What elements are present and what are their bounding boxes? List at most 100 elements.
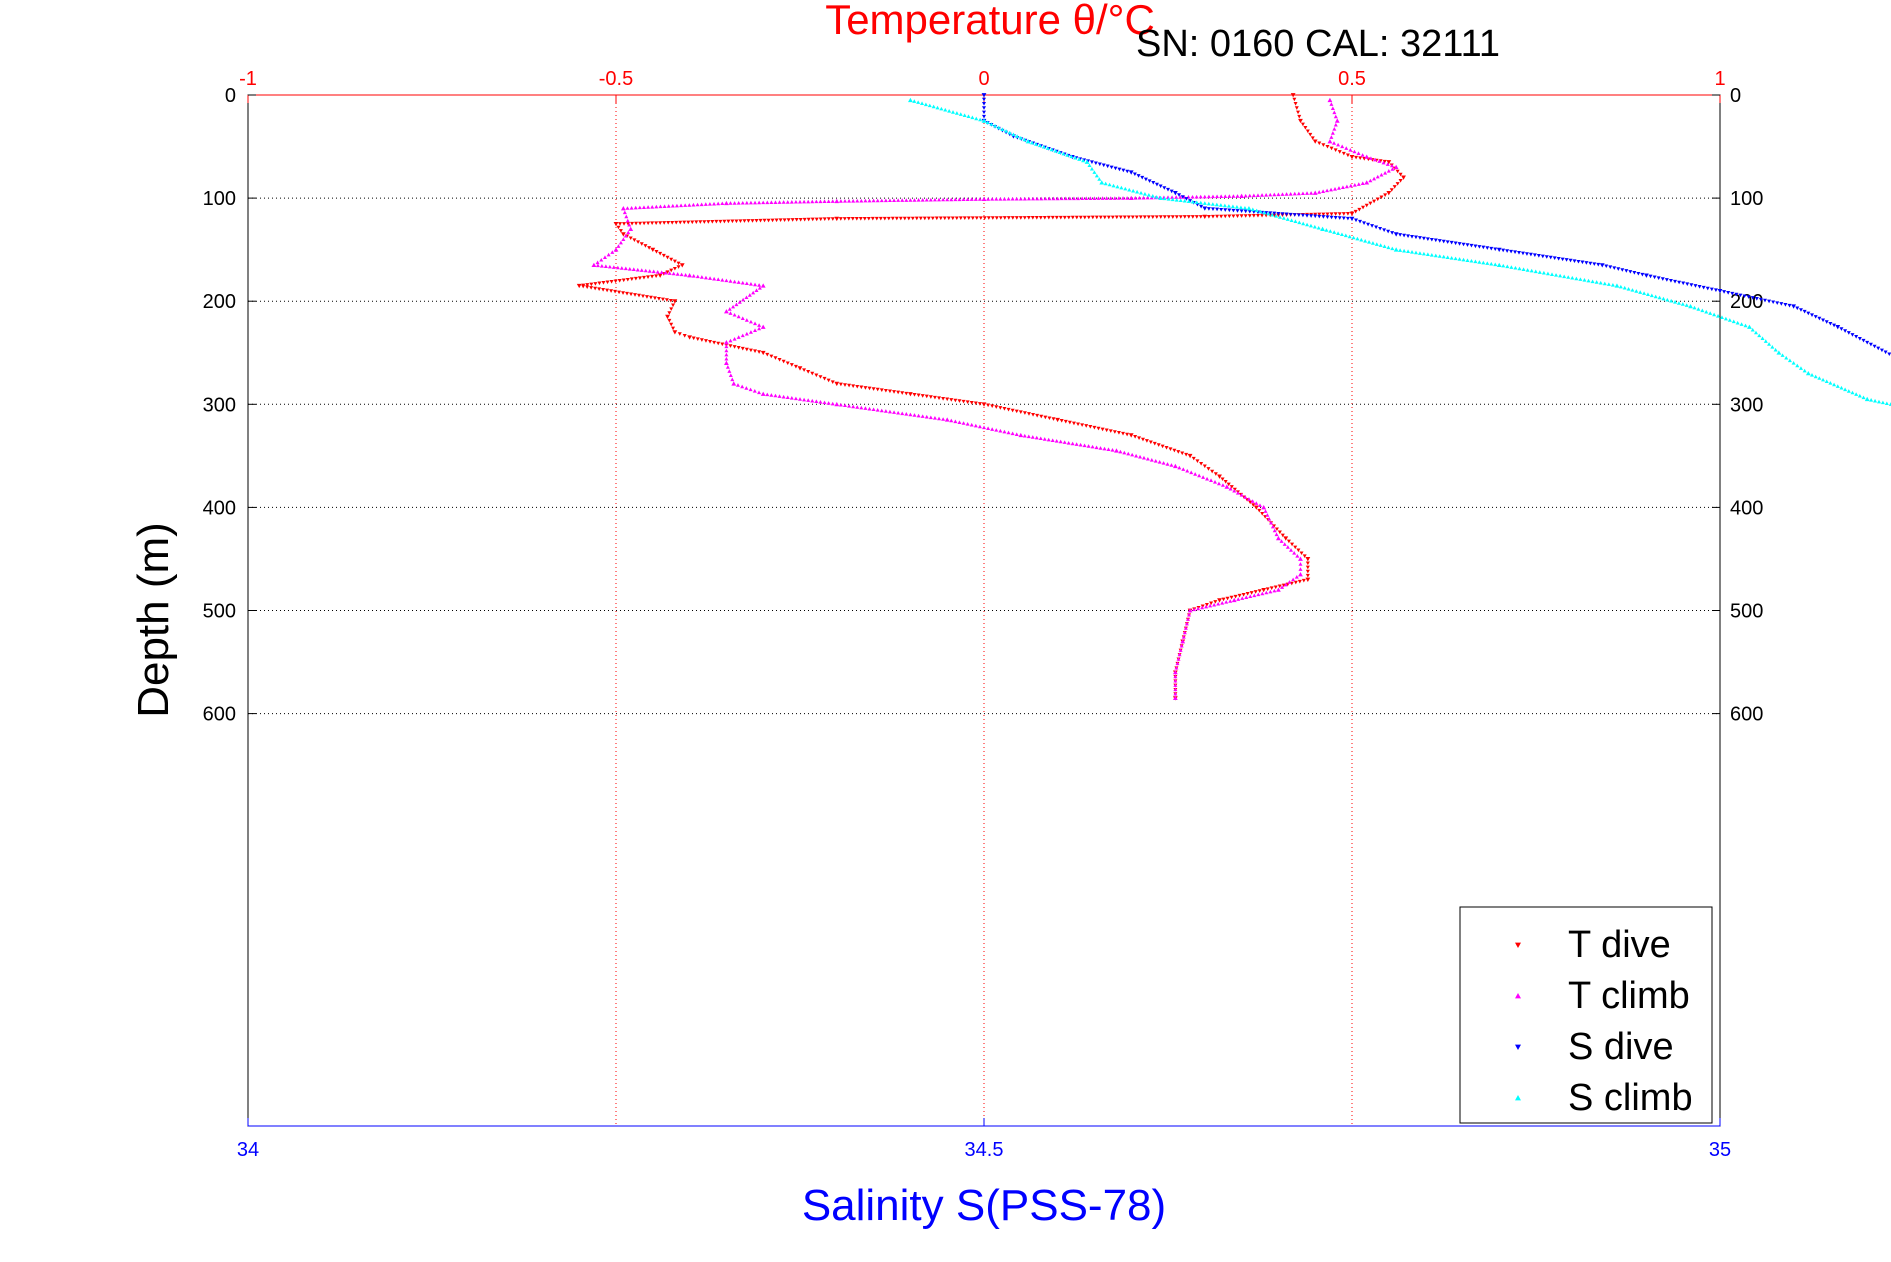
data-point <box>625 206 630 210</box>
data-point <box>1608 265 1613 269</box>
data-point <box>1636 271 1641 276</box>
data-point <box>1668 278 1673 283</box>
data-point <box>1195 459 1200 464</box>
data-point <box>1067 420 1072 425</box>
data-point <box>1485 261 1490 265</box>
data-point <box>1191 456 1196 461</box>
data-point <box>1305 577 1311 582</box>
data-point <box>1002 196 1007 201</box>
data-point <box>842 217 847 221</box>
data-point <box>1142 215 1147 219</box>
data-point <box>932 395 937 400</box>
data-point <box>1108 429 1113 433</box>
data-point <box>643 268 648 273</box>
data-point <box>970 115 975 120</box>
data-point <box>1469 243 1474 248</box>
data-point <box>628 236 633 241</box>
data-point <box>1574 276 1579 281</box>
data-point <box>757 283 762 287</box>
data-point <box>736 345 741 350</box>
data-point <box>863 406 868 410</box>
data-point <box>1139 190 1144 195</box>
data-point <box>748 319 753 324</box>
data-point <box>802 199 807 204</box>
data-point <box>1465 258 1470 262</box>
data-point <box>746 219 751 223</box>
data-point <box>1142 191 1147 196</box>
data-point <box>993 123 998 128</box>
data-point <box>672 259 677 264</box>
data-point <box>1332 127 1337 131</box>
data-point <box>1393 164 1399 170</box>
data-point <box>879 408 884 413</box>
data-point <box>1006 216 1011 220</box>
data-point <box>670 220 675 225</box>
data-point <box>1098 215 1103 220</box>
data-point <box>1018 432 1024 438</box>
data-point <box>978 216 983 220</box>
data-point <box>1489 261 1494 266</box>
data-point <box>1110 215 1115 220</box>
data-point <box>654 249 659 254</box>
data-point <box>1133 196 1138 200</box>
data-point <box>982 216 987 220</box>
data-point <box>990 404 995 409</box>
data-point <box>810 398 815 403</box>
data-point <box>871 407 876 412</box>
data-point <box>1279 539 1284 543</box>
data-point <box>1193 472 1198 476</box>
data-point <box>1317 190 1322 194</box>
data-point <box>1361 205 1366 210</box>
data-point <box>644 295 649 299</box>
data-point <box>597 281 602 286</box>
data-point <box>1272 192 1277 197</box>
data-point <box>625 218 630 223</box>
data-point <box>1062 215 1067 220</box>
data-point <box>669 322 674 327</box>
data-point <box>1296 548 1301 553</box>
legend-marker <box>1515 1095 1521 1101</box>
legend-label: T climb <box>1568 975 1690 1017</box>
data-point <box>1058 439 1063 444</box>
data-point <box>1359 237 1364 242</box>
data-point <box>1010 196 1015 201</box>
data-point <box>703 202 708 206</box>
data-point <box>1183 626 1188 630</box>
data-point <box>1273 585 1278 590</box>
data-point <box>760 350 766 356</box>
data-point <box>1172 669 1178 675</box>
data-point <box>1673 279 1678 284</box>
data-point <box>629 277 634 282</box>
data-point <box>1644 273 1649 278</box>
data-point <box>1649 293 1654 298</box>
data-point <box>760 324 766 329</box>
data-point <box>1074 442 1079 446</box>
data-point <box>1114 448 1119 453</box>
data-point <box>1145 195 1150 200</box>
data-point <box>855 384 860 389</box>
data-point <box>1022 216 1027 220</box>
data-point <box>1638 290 1643 294</box>
data-point <box>1258 209 1263 214</box>
data-point <box>1216 601 1221 606</box>
data-point <box>1846 389 1851 393</box>
data-point <box>1767 342 1772 346</box>
data-point <box>1599 263 1605 268</box>
data-point <box>1592 262 1597 266</box>
data-point <box>1144 439 1149 443</box>
data-point <box>665 270 670 274</box>
data-point <box>1570 275 1575 280</box>
data-point <box>1375 197 1380 202</box>
data-point <box>935 105 940 110</box>
data-point <box>1178 215 1183 219</box>
data-point <box>1242 205 1247 210</box>
data-point <box>1521 267 1526 271</box>
data-point <box>814 217 819 222</box>
data-point <box>1368 201 1373 206</box>
data-point <box>748 330 753 334</box>
data-point <box>1022 433 1027 438</box>
data-point <box>949 418 954 423</box>
data-point <box>789 395 794 400</box>
data-point <box>741 297 746 302</box>
data-point <box>1214 202 1219 207</box>
